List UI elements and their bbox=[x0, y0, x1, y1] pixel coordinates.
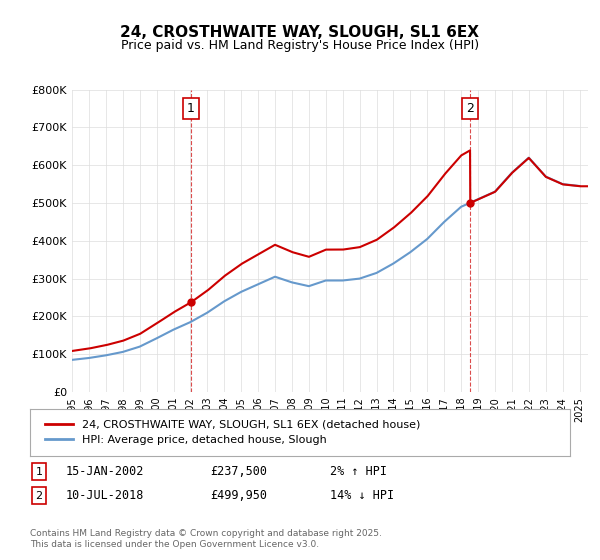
Text: 2: 2 bbox=[35, 491, 43, 501]
Text: 10-JUL-2018: 10-JUL-2018 bbox=[66, 489, 145, 502]
Text: 2: 2 bbox=[466, 102, 474, 115]
Text: 14% ↓ HPI: 14% ↓ HPI bbox=[330, 489, 394, 502]
Text: 15-JAN-2002: 15-JAN-2002 bbox=[66, 465, 145, 478]
Text: £499,950: £499,950 bbox=[210, 489, 267, 502]
Text: Contains HM Land Registry data © Crown copyright and database right 2025.
This d: Contains HM Land Registry data © Crown c… bbox=[30, 529, 382, 549]
Text: 2% ↑ HPI: 2% ↑ HPI bbox=[330, 465, 387, 478]
Text: 24, CROSTHWAITE WAY, SLOUGH, SL1 6EX: 24, CROSTHWAITE WAY, SLOUGH, SL1 6EX bbox=[121, 25, 479, 40]
Text: £237,500: £237,500 bbox=[210, 465, 267, 478]
Text: 1: 1 bbox=[35, 466, 43, 477]
Legend: 24, CROSTHWAITE WAY, SLOUGH, SL1 6EX (detached house), HPI: Average price, detac: 24, CROSTHWAITE WAY, SLOUGH, SL1 6EX (de… bbox=[41, 416, 425, 450]
Text: 1: 1 bbox=[187, 102, 195, 115]
Text: Price paid vs. HM Land Registry's House Price Index (HPI): Price paid vs. HM Land Registry's House … bbox=[121, 39, 479, 52]
